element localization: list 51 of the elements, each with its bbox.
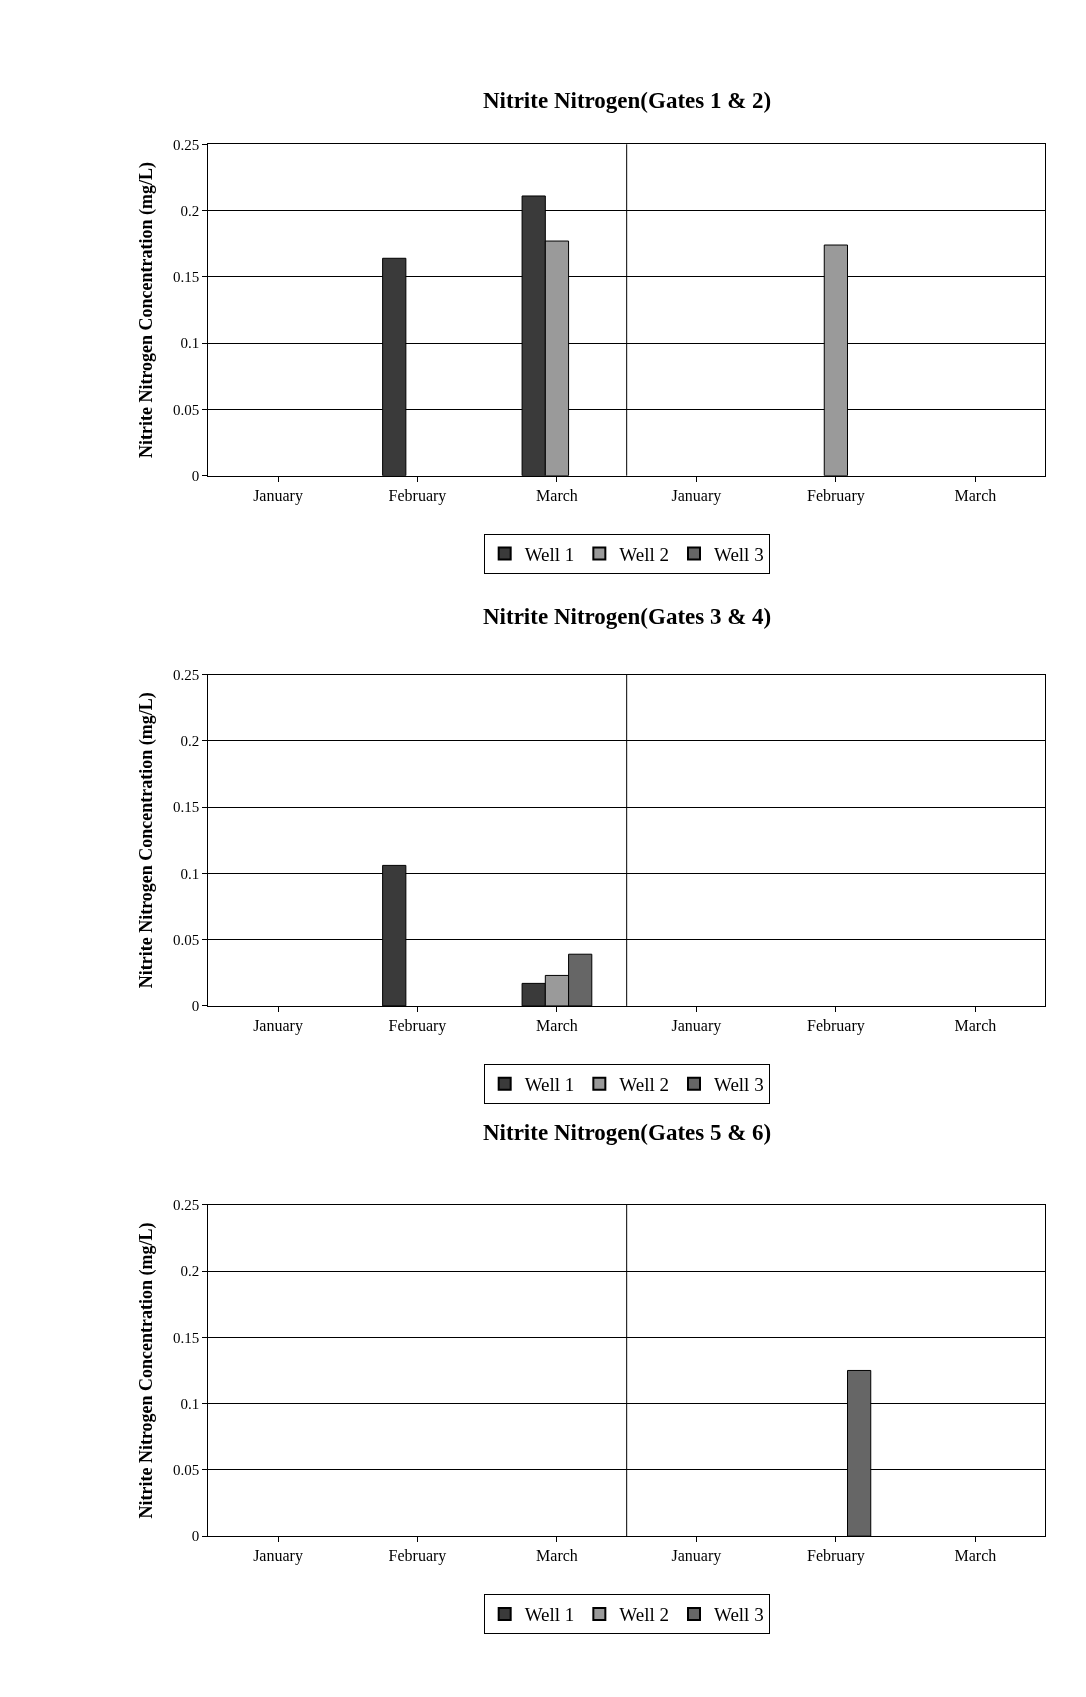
x-tick-label: February [388, 1017, 447, 1036]
y-tick-label: 0.2 [180, 1263, 200, 1280]
x-tick-label: March [536, 486, 578, 504]
y-tick-label: 0.15 [173, 269, 200, 286]
x-tick-label: January [671, 1547, 722, 1566]
chart-title: Nitrite Nitrogen(Gates 1 & 2) [483, 88, 772, 113]
y-tick-label: 0.15 [173, 1329, 200, 1346]
x-tick-label: February [807, 486, 865, 505]
y-tick-label: 0.1 [180, 335, 200, 352]
y-tick-label: 0.05 [173, 1462, 200, 1479]
y-tick-label: 0.25 [173, 136, 200, 153]
y-tick-label: 0.1 [180, 1395, 200, 1412]
x-tick-label: February [388, 1547, 447, 1566]
y-axis-title: Nitrite Nitrogen Concentration (mg/L) [136, 1222, 158, 1519]
x-tick-label: March [536, 1547, 578, 1565]
legend-label: Well 2 [619, 1604, 669, 1626]
x-tick-label: January [671, 486, 722, 505]
y-tick-label: 0.2 [180, 733, 200, 750]
x-tick-label: March [954, 1547, 997, 1565]
y-axis-title: Nitrite Nitrogen Concentration (mg/L) [136, 692, 158, 989]
y-tick-label: 0.05 [173, 401, 200, 418]
x-tick-label: January [253, 1017, 303, 1036]
x-tick-label: February [807, 1547, 865, 1566]
legend-label: Well 1 [524, 1604, 575, 1626]
legend-label: Well 3 [713, 543, 764, 565]
y-axis-title: Nitrite Nitrogen Concentration (mg/L) [136, 161, 158, 459]
y-tick-label: 0.15 [173, 799, 200, 816]
y-tick-label: 0 [191, 467, 200, 484]
y-tick-label: 0 [191, 1528, 200, 1545]
legend-label: Well 1 [524, 543, 575, 565]
legend-label: Well 1 [524, 1074, 575, 1096]
y-tick-label: 0.25 [173, 666, 200, 683]
chart-title: Nitrite Nitrogen(Gates 3 & 4) [483, 604, 772, 629]
x-tick-label: March [954, 486, 997, 504]
x-tick-label: February [807, 1017, 865, 1036]
x-tick-label: March [536, 1017, 578, 1035]
y-tick-label: 0 [191, 998, 200, 1015]
y-tick-label: 0.2 [180, 202, 200, 219]
chart-title: Nitrite Nitrogen(Gates 5 & 6) [483, 1120, 772, 1145]
x-tick-label: January [671, 1017, 722, 1036]
legend-label: Well 2 [619, 543, 669, 565]
legend-label: Well 2 [619, 1074, 669, 1096]
x-tick-label: January [253, 486, 303, 505]
y-tick-label: 0.05 [173, 931, 200, 948]
x-tick-label: January [253, 1547, 303, 1566]
legend-label: Well 3 [713, 1604, 764, 1626]
x-tick-label: March [954, 1017, 997, 1035]
legend-label: Well 3 [713, 1074, 764, 1096]
x-tick-label: February [388, 486, 447, 505]
y-tick-label: 0.1 [180, 865, 200, 882]
y-tick-label: 0.25 [173, 1197, 200, 1214]
